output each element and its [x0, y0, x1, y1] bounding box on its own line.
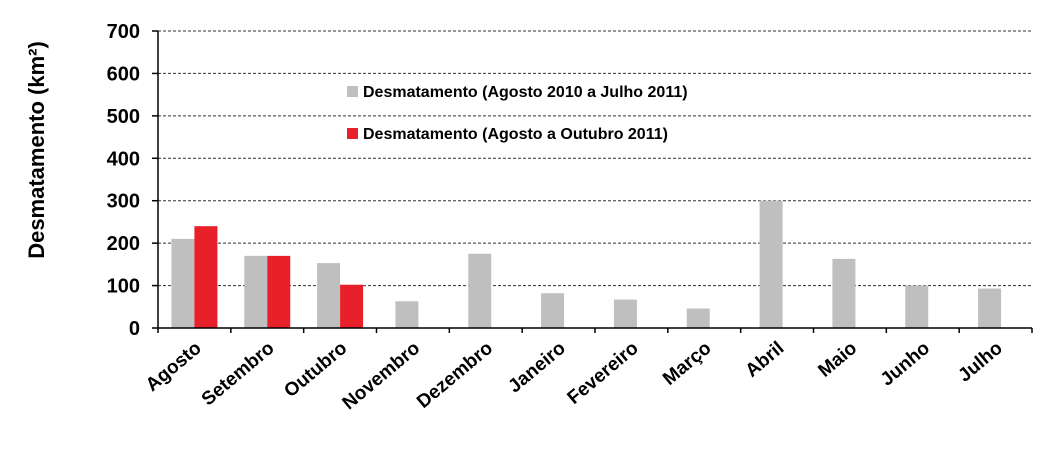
- y-tick-label: 700: [107, 21, 140, 43]
- bar-series-2010-2011-setembro: [244, 255, 268, 328]
- bar-series-2010-2011-março: [686, 308, 710, 328]
- y-tick-label: 400: [107, 148, 140, 170]
- gridlines: [158, 30, 1032, 287]
- bar-series-2010-2011-agosto: [171, 238, 195, 328]
- x-tick-label: Março: [659, 338, 715, 390]
- bar-series-2011-setembro: [267, 255, 291, 328]
- y-tick-label: 600: [107, 63, 140, 85]
- x-tick-label: Outubro: [280, 338, 351, 402]
- x-tick-label: Janeiro: [505, 338, 570, 398]
- bars: [171, 200, 1002, 328]
- y-tick-label: 500: [107, 106, 140, 128]
- x-tick-label: Agosto: [142, 338, 206, 396]
- legend-swatch: [347, 128, 358, 139]
- x-tick-label: Novembro: [339, 338, 424, 414]
- legend-label: Desmatamento (Agosto 2010 a Julho 2011): [363, 84, 688, 101]
- axes: [157, 31, 1032, 329]
- y-axis-label: Desmatamento (km²): [24, 41, 49, 259]
- bar-series-2010-2011-fevereiro: [613, 299, 637, 328]
- bar-series-2010-2011-julho: [978, 288, 1002, 328]
- bar-series-2010-2011-outubro: [317, 263, 341, 328]
- x-tick-label: Setembro: [198, 338, 279, 410]
- bar-series-2010-2011-junho: [905, 285, 929, 328]
- legend: Desmatamento (Agosto 2010 a Julho 2011) D…: [347, 84, 688, 143]
- legend-label: Desmatamento (Agosto a Outubro 2011): [363, 126, 668, 143]
- y-tick-label: 300: [107, 191, 140, 213]
- x-tick-label: Fevereiro: [564, 338, 643, 409]
- y-tick-label: 200: [107, 233, 140, 255]
- bar-series-2011-outubro: [340, 284, 364, 328]
- legend-swatch: [347, 86, 358, 97]
- x-tick-label: Abril: [742, 338, 789, 382]
- bar-series-2010-2011-maio: [832, 258, 856, 328]
- bar-series-2011-agosto: [194, 226, 218, 328]
- bar-series-2010-2011-abril: [759, 200, 783, 328]
- bar-series-2010-2011-janeiro: [541, 293, 565, 328]
- y-tick-label: 0: [129, 318, 140, 340]
- y-tick-label: 100: [107, 276, 140, 298]
- bar-series-2010-2011-dezembro: [468, 253, 492, 328]
- x-tick-label: Maio: [814, 338, 861, 382]
- x-tick-label: Julho: [954, 338, 1006, 387]
- x-tick-label: Dezembro: [413, 338, 497, 413]
- y-axis-ticks: 0 100 200 300 400 500 600 700: [107, 21, 158, 340]
- x-tick-label: Junho: [877, 338, 934, 391]
- bar-series-2010-2011-novembro: [395, 301, 419, 328]
